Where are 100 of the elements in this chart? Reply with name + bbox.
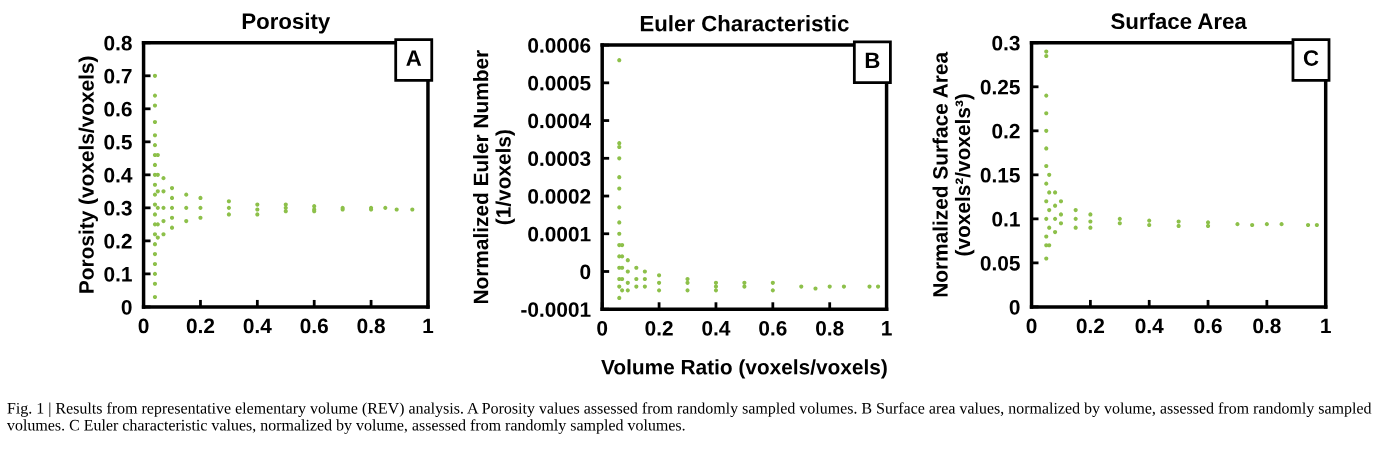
x-tick-label: 1 <box>1321 318 1331 334</box>
x-axis-title: Volume Ratio (voxels/voxels) <box>601 359 887 379</box>
point <box>642 276 647 282</box>
y-axis-title: Normalized Surface Area (voxels²/voxels³) <box>932 51 975 297</box>
point <box>1047 225 1052 230</box>
point <box>742 280 747 285</box>
point <box>1044 216 1049 221</box>
point <box>634 265 639 270</box>
annotation: C <box>1303 50 1319 66</box>
y-tick-label: 0.25 <box>980 79 1020 95</box>
point <box>1058 221 1064 226</box>
point <box>685 280 690 285</box>
point <box>625 288 630 293</box>
y-tick-label: 0.2 <box>104 233 132 249</box>
x-tick-label: 0.4 <box>243 318 272 334</box>
point <box>1058 212 1064 217</box>
point <box>1047 190 1052 195</box>
point <box>1176 223 1181 228</box>
y-tick-label: 0.6 <box>104 101 132 117</box>
x-tick-label: 0 <box>138 318 149 334</box>
point <box>1088 225 1093 230</box>
point <box>1044 199 1049 204</box>
x-tick-label: 0 <box>597 320 608 336</box>
point <box>1279 222 1284 227</box>
point <box>713 288 719 293</box>
point <box>1264 222 1269 227</box>
point <box>841 284 847 289</box>
point <box>1044 111 1049 116</box>
x-tick-label: 0.6 <box>759 320 787 336</box>
point <box>770 280 775 285</box>
point <box>1053 203 1058 208</box>
x-tick-label: 1 <box>882 321 892 336</box>
point <box>1044 146 1049 151</box>
x-tick-label: 0.4 <box>1135 318 1164 334</box>
y-tick-label: 0 <box>580 264 591 280</box>
point <box>617 156 622 161</box>
caption: Fig. 1 | Results from representative elementary volume (REV) analysis. A Porosity values assessed from randomly sampled volumes. B Surface area values, normalized by volume, assessed from randomly sampled volumes. C Euler characteristic values, normalized by volume, assessed from randomly sampled volumes. <box>6 402 1372 434</box>
point <box>770 288 775 293</box>
y-tick-label: 0.2 <box>992 123 1020 139</box>
point <box>625 258 630 263</box>
point <box>1058 199 1064 204</box>
point <box>1205 223 1211 228</box>
x-tick-label: 0.8 <box>357 318 385 334</box>
point <box>1250 222 1255 228</box>
y-tick-label: 0.0005 <box>528 75 591 91</box>
point <box>1053 216 1058 221</box>
y-tick-label: 0.0006 <box>528 38 591 53</box>
y-tick-label: 0.5 <box>104 134 132 150</box>
point <box>1147 218 1152 223</box>
point <box>1205 220 1211 225</box>
x-tick-label: 0.2 <box>1076 318 1105 334</box>
point <box>625 280 630 285</box>
y-tick-label: -0.0001 <box>521 302 591 317</box>
point <box>1044 53 1049 59</box>
point <box>1235 222 1240 227</box>
y-tick-label: 0.05 <box>980 255 1020 271</box>
x-tick-label: 0 <box>1026 318 1037 334</box>
y-tick-label: 0.4 <box>104 167 133 183</box>
x-tick-label: 0.2 <box>645 320 673 336</box>
x-tick-label: 0.6 <box>300 318 328 334</box>
x-tick-label: 0.2 <box>186 318 215 334</box>
point <box>1073 207 1078 213</box>
point <box>617 141 622 146</box>
point <box>1044 93 1049 98</box>
point <box>1044 181 1049 186</box>
point <box>1117 221 1122 226</box>
point <box>617 205 622 210</box>
point <box>617 231 622 236</box>
point <box>617 58 622 63</box>
y-tick-label: 0.1 <box>992 211 1020 227</box>
y-tick-label: 0.1 <box>104 266 132 282</box>
y-axis-title: Porosity (voxels/voxels) <box>78 56 98 293</box>
point <box>657 288 662 293</box>
x-tick-label: 0.6 <box>1194 318 1222 334</box>
point <box>617 144 622 150</box>
point <box>657 273 662 278</box>
point <box>1044 163 1049 169</box>
point <box>1053 190 1058 195</box>
point <box>617 175 622 180</box>
point <box>617 186 622 191</box>
point <box>620 288 625 293</box>
chart-title: Euler Characteristic <box>640 15 849 32</box>
y-tick-label: 0.0002 <box>528 189 591 204</box>
annotation: A <box>406 50 422 66</box>
y-axis-title: Normalized Euler Number (1/voxels) <box>473 50 515 304</box>
annotation: B <box>865 52 880 69</box>
point <box>1073 216 1078 221</box>
point <box>713 280 719 285</box>
y-tick-label: 0.15 <box>980 167 1020 183</box>
x-tick-label: 0.8 <box>1253 318 1281 334</box>
y-tick-label: 0 <box>121 299 132 315</box>
y-tick-label: 0.0003 <box>528 151 591 167</box>
point <box>1044 234 1049 239</box>
point <box>1314 222 1319 228</box>
y-tick-label: 0.7 <box>104 68 132 84</box>
y-tick-label: 0.8 <box>104 35 132 51</box>
point <box>1053 229 1058 235</box>
x-tick-label: 1 <box>423 318 434 334</box>
x-tick-label: 0.4 <box>702 320 731 336</box>
y-tick-label: 0.3 <box>992 35 1020 51</box>
